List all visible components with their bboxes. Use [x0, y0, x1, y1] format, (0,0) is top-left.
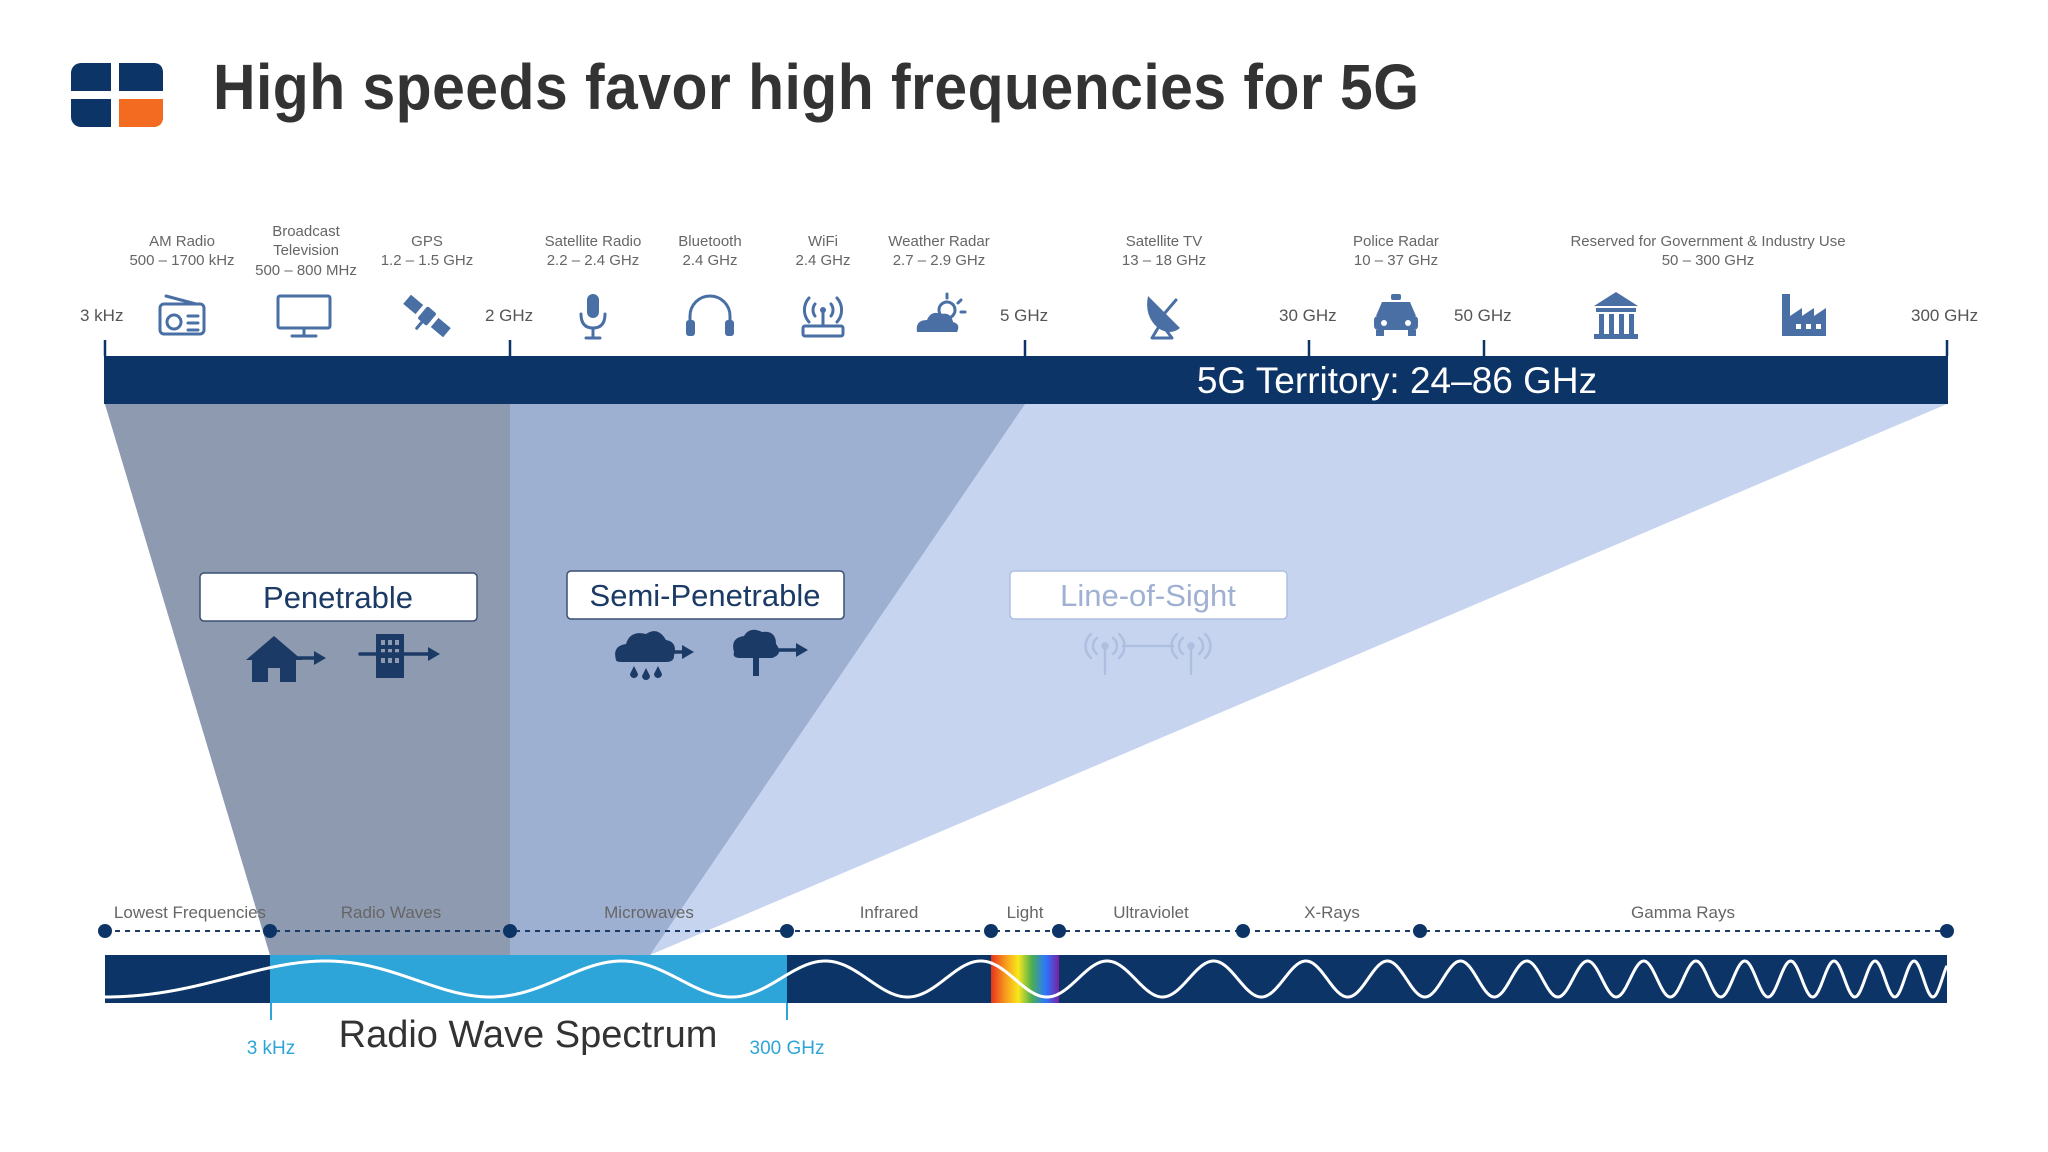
service-name: Satellite Radio [545, 233, 642, 250]
band-label: X-Rays [1304, 903, 1360, 922]
service-range: 500 – 800 MHz [255, 262, 357, 279]
service-range: 2.7 – 2.9 GHz [893, 252, 986, 269]
service-name: GPS [411, 233, 443, 250]
page-title: High speeds favor high frequencies for 5… [213, 51, 1420, 123]
tick-300ghz: 300 GHz [1911, 306, 1978, 325]
band-label: Infrared [860, 903, 919, 922]
antenna-link-icon [1084, 632, 1212, 676]
band-label: Radio Waves [341, 903, 441, 922]
territory-bar [104, 356, 1948, 404]
tick-30ghz: 30 GHz [1279, 306, 1337, 325]
band-markers [98, 924, 1954, 938]
band-label: Gamma Rays [1631, 903, 1735, 922]
band-label: Ultraviolet [1113, 903, 1189, 922]
line-of-sight-box [1009, 570, 1288, 620]
spectrum-wave [105, 959, 1947, 999]
weather-icon [916, 292, 967, 332]
band-label: Microwaves [604, 903, 694, 922]
headphones-icon [686, 294, 734, 336]
microphone-icon [579, 294, 607, 340]
penetrable-zone [105, 404, 510, 955]
penetrable-box [199, 572, 478, 622]
semi-penetrable-label: Semi-Penetrable [590, 578, 821, 613]
service-range: 2.4 GHz [682, 252, 737, 269]
penetrable-label: Penetrable [263, 580, 413, 615]
service-name: Satellite TV [1126, 233, 1202, 250]
house-icon [246, 636, 326, 682]
service-range: 13 – 18 GHz [1122, 252, 1206, 269]
police-car-icon [1374, 294, 1418, 336]
visible-light-band [991, 955, 1059, 1003]
service-range: 2.2 – 2.4 GHz [547, 252, 640, 269]
line-of-sight-label: Line-of-Sight [1060, 578, 1236, 613]
satellite-dish-icon [1147, 296, 1180, 340]
wifi-router-icon [801, 296, 845, 338]
building-icon [358, 634, 440, 678]
service-name: Television [273, 242, 339, 259]
factory-icon [1782, 294, 1826, 336]
service-name: Reserved for Government & Industry Use [1570, 233, 1845, 250]
service-name: Police Radar [1353, 233, 1439, 250]
service-name: WiFi [808, 233, 838, 250]
tick-3khz: 3 kHz [80, 306, 123, 325]
rain-cloud-icon [615, 631, 694, 680]
service-range: 500 – 1700 kHz [129, 252, 234, 269]
service-name: Weather Radar [888, 233, 989, 250]
spectrum-min-label: 3 kHz [247, 1038, 296, 1059]
spectrum-max-label: 300 GHz [750, 1038, 825, 1059]
frequency-axis [103, 340, 1949, 356]
tree-icon [733, 629, 808, 676]
service-range: 2.4 GHz [795, 252, 850, 269]
tv-icon [276, 294, 332, 338]
band-label: Lowest Frequencies [114, 903, 266, 922]
government-building-icon [1594, 292, 1638, 339]
service-range: 1.2 – 1.5 GHz [381, 252, 474, 269]
tick-50ghz: 50 GHz [1454, 306, 1512, 325]
radio-icon [158, 294, 206, 336]
semi-penetrable-box [566, 570, 845, 620]
spectrum-title: Radio Wave Spectrum [339, 1014, 718, 1056]
satellite-icon [403, 294, 451, 338]
service-range: 50 – 300 GHz [1662, 252, 1755, 269]
tick-2ghz: 2 GHz [485, 306, 533, 325]
company-logo [71, 63, 163, 127]
band-label: Light [1007, 903, 1044, 922]
tick-5ghz: 5 GHz [1000, 306, 1048, 325]
service-name: Bluetooth [678, 233, 741, 250]
service-name: AM Radio [149, 233, 215, 250]
service-name: Broadcast [272, 223, 340, 240]
service-range: 10 – 37 GHz [1354, 252, 1438, 269]
territory-label: 5G Territory: 24–86 GHz [1197, 360, 1597, 401]
